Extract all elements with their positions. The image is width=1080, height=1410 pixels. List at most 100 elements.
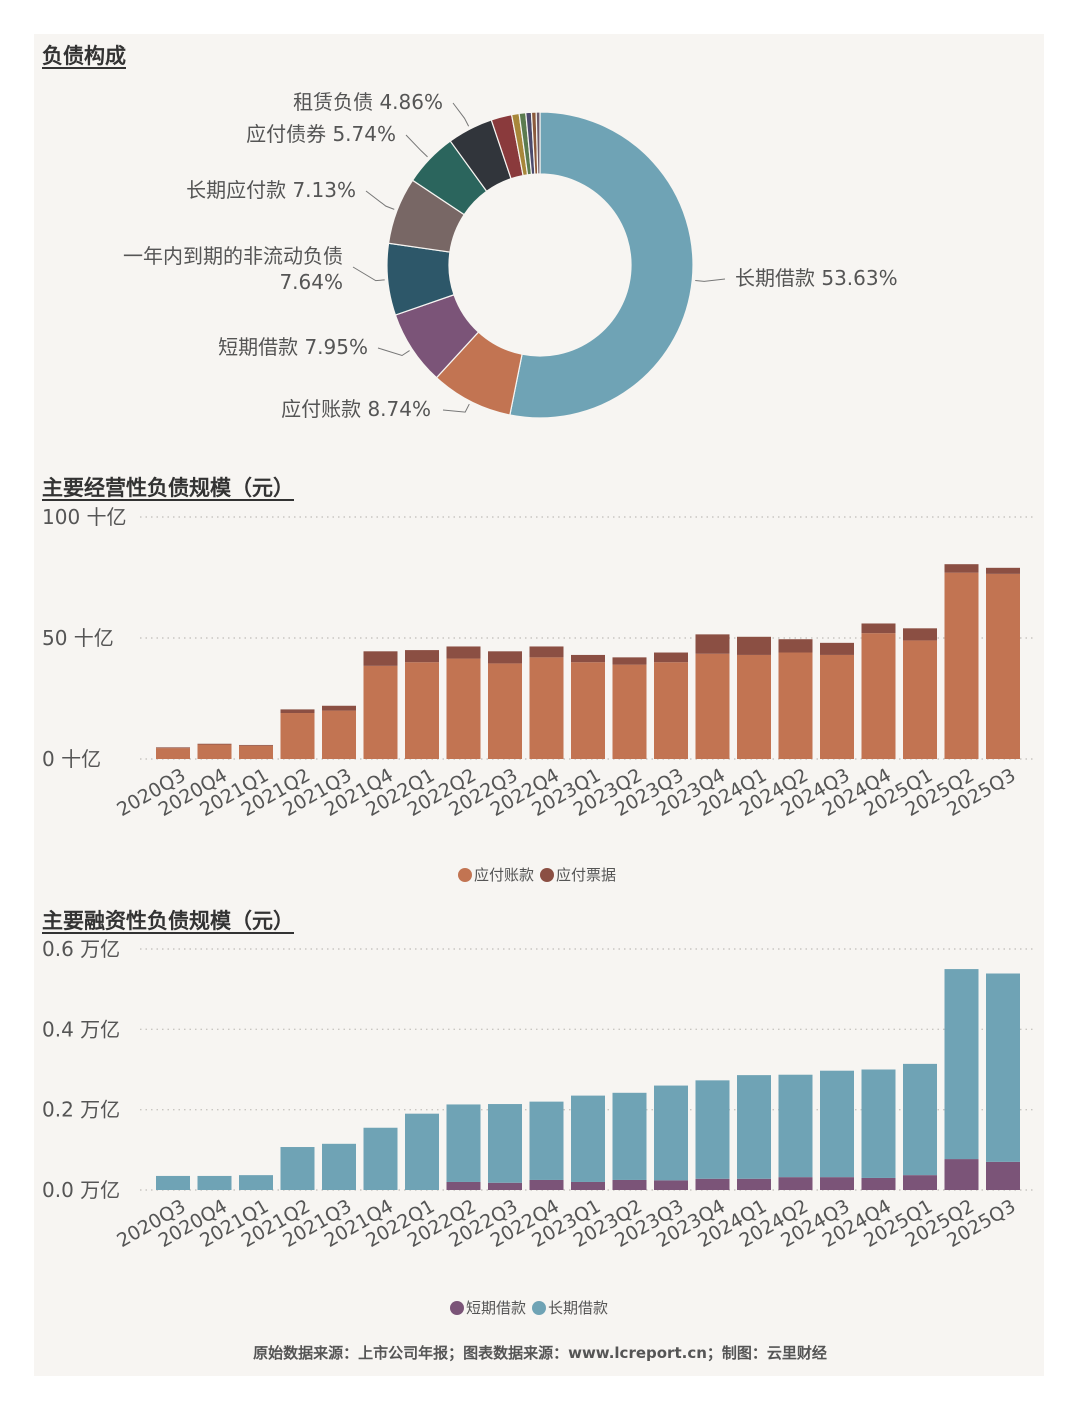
bar-segment xyxy=(944,969,979,1160)
bar-segment xyxy=(488,1182,522,1190)
bar-segment xyxy=(405,1113,439,1190)
donut-label: 长期应付款 7.13% xyxy=(186,178,356,202)
bar-segment xyxy=(529,1179,564,1190)
bar-segment xyxy=(488,1104,522,1183)
bar-segment xyxy=(654,1085,688,1181)
bar-segment xyxy=(654,662,688,759)
bar-segment xyxy=(986,567,1020,574)
y-tick-label: 0.0 万亿 xyxy=(42,1178,120,1202)
bar-segment xyxy=(156,748,190,759)
bar-segment xyxy=(695,1178,730,1190)
bar-segment xyxy=(239,744,273,746)
bar-segment xyxy=(239,1175,273,1190)
bar-segment xyxy=(405,662,439,759)
y-tick-label: 0 十亿 xyxy=(42,747,101,771)
bar-segment xyxy=(778,1177,813,1190)
donut-leader-line xyxy=(352,266,385,282)
bar-segment xyxy=(986,1161,1020,1190)
bar-segment xyxy=(695,653,730,759)
bar-segment xyxy=(737,1178,771,1190)
bar-segment xyxy=(778,652,813,759)
donut-label: 一年内到期的非流动负债 xyxy=(123,244,343,268)
donut-label: 应付账款 8.74% xyxy=(281,397,431,421)
bar-segment xyxy=(820,1177,854,1190)
bar-segment xyxy=(280,713,315,759)
y-tick-label: 0.4 万亿 xyxy=(42,1017,120,1041)
bar-segment xyxy=(944,572,979,759)
bar-segment xyxy=(488,663,522,759)
bar-segment xyxy=(737,1075,771,1179)
bar-segment xyxy=(197,743,232,745)
legend-label: 应付账款 xyxy=(474,866,535,884)
bar-segment xyxy=(571,662,605,759)
donut-chart: 长期借款 53.63% 应付账款 8.74% 短期借款 7.95% 一年内到期的非流动… xyxy=(123,90,898,421)
financing-legend: 短期借款 长期借款 xyxy=(447,1297,611,1318)
bar-segment xyxy=(695,634,730,654)
legend-dot-icon xyxy=(458,868,472,882)
legend-dot-icon xyxy=(450,1301,464,1315)
donut-slice xyxy=(509,111,694,419)
legend-item-notes-payable: 应付票据 xyxy=(540,864,616,885)
operating-title: 主要经营性负债规模（元） xyxy=(42,476,294,500)
donut-leader-line xyxy=(377,347,410,357)
y-tick-label: 0.2 万亿 xyxy=(42,1098,120,1122)
bar-segment xyxy=(820,654,854,759)
donut-label: 长期借款 53.63% xyxy=(735,266,898,290)
bar-segment xyxy=(156,1175,190,1190)
bar-segment xyxy=(363,651,398,666)
bar-segment xyxy=(612,1092,647,1180)
bar-segment xyxy=(903,1175,937,1190)
bar-segment xyxy=(986,973,1020,1162)
y-tick-label: 0.6 万亿 xyxy=(42,937,120,961)
donut-leader-line xyxy=(365,190,395,210)
bar-segment xyxy=(571,1181,605,1190)
bar-segment xyxy=(446,1181,481,1190)
legend-label: 应付票据 xyxy=(556,866,617,884)
bar-segment xyxy=(861,633,896,759)
bar-segment xyxy=(405,650,439,663)
bar-segment xyxy=(197,1175,232,1190)
donut-label: 租赁负债 4.86% xyxy=(293,90,443,114)
bar-segment xyxy=(612,657,647,665)
bar-segment xyxy=(529,657,564,759)
bar-segment xyxy=(446,646,481,659)
bar-segment xyxy=(820,642,854,655)
legend-dot-icon xyxy=(532,1301,547,1315)
bar-segment xyxy=(197,744,232,759)
legend-item-long-term-loans: 长期借款 xyxy=(532,1297,608,1318)
bar-segment xyxy=(446,658,481,759)
bar-segment xyxy=(778,639,813,653)
bar-segment xyxy=(820,1070,854,1178)
bar-segment xyxy=(861,1069,896,1178)
legend-item-short-term-loans: 短期借款 xyxy=(450,1297,526,1318)
bar-segment xyxy=(363,1127,398,1190)
bar-segment xyxy=(861,1177,896,1190)
bar-segment xyxy=(280,1147,315,1190)
bar-segment xyxy=(571,654,605,663)
donut-leader-line xyxy=(442,403,470,413)
financing-bar-chart: 0.0 万亿0.2 万亿0.4 万亿0.6 万亿2020Q32020Q42021… xyxy=(42,937,1036,1252)
donut-leader-line xyxy=(405,134,428,158)
bar-segment xyxy=(778,1074,813,1178)
donut-label-value: 7.64% xyxy=(279,270,343,294)
bar-segment xyxy=(903,628,937,641)
operating-legend: 应付账款 应付票据 xyxy=(455,864,619,885)
bar-segment xyxy=(903,640,937,759)
bar-segment xyxy=(986,573,1020,759)
bar-segment xyxy=(571,1095,605,1182)
bar-segment xyxy=(737,654,771,759)
bar-segment xyxy=(446,1104,481,1182)
bar-segment xyxy=(903,1063,937,1176)
legend-label: 长期借款 xyxy=(548,1299,609,1317)
donut-label: 短期借款 7.95% xyxy=(218,335,368,359)
donut-leader-line xyxy=(452,102,470,127)
source-footnote: 原始数据来源：上市公司年报；图表数据来源：www.lcreport.cn；制图：… xyxy=(253,1344,827,1362)
bar-segment xyxy=(239,745,273,759)
bar-segment xyxy=(612,664,647,759)
bar-segment xyxy=(488,651,522,664)
composition-title: 负债构成 xyxy=(42,44,126,68)
financing-title: 主要融资性负债规模（元） xyxy=(42,909,294,933)
bar-segment xyxy=(737,636,771,655)
bar-segment xyxy=(156,747,190,749)
